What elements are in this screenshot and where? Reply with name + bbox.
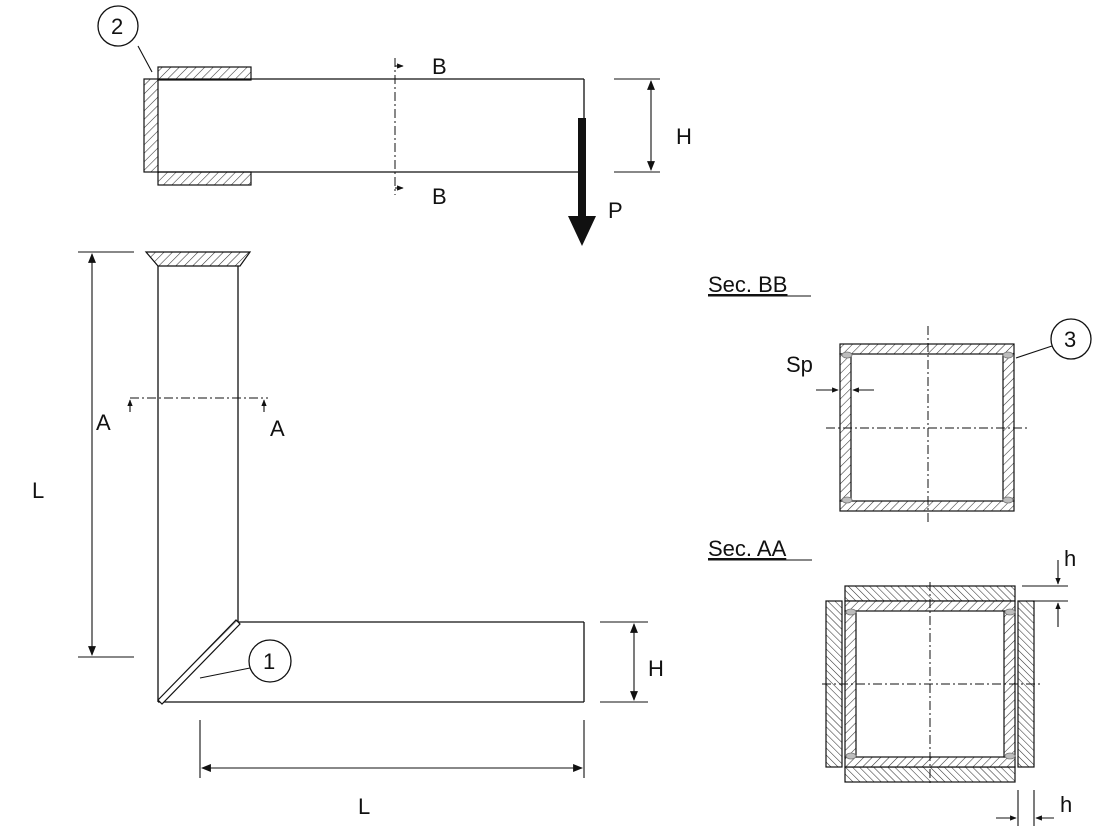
top-view: B B P H 2	[97, 5, 692, 246]
callout-3-circle	[1050, 318, 1092, 360]
callout-1-circle	[248, 639, 292, 683]
sec-aa-title: Sec. AA	[708, 536, 787, 561]
callout-1-leader	[199, 667, 251, 679]
sec-bb-weld-br	[1002, 496, 1014, 504]
callout-3-leader	[1015, 345, 1053, 359]
callout-3-label: 3	[1064, 327, 1076, 352]
column-top-fixing	[144, 251, 252, 267]
callout-2-label: 2	[111, 14, 123, 39]
top-flange-plate	[157, 66, 252, 81]
section-a-label-left: A	[96, 410, 111, 435]
dim-l-vert-label: L	[32, 478, 44, 503]
sec-bb-title: Sec. BB	[708, 272, 787, 297]
sec-bb-weld-tl	[841, 351, 853, 359]
sec-bb-weld-tr	[1002, 351, 1014, 359]
sec-aa-h-top-label: h	[1064, 546, 1076, 571]
load-label: P	[608, 198, 623, 223]
section-aa: Sec. AA h h	[708, 536, 1076, 826]
sec-aa-h-bottom-label: h	[1060, 792, 1072, 817]
sec-bb-sp-label: Sp	[786, 352, 813, 377]
dim-h-top-label: H	[676, 124, 692, 149]
sec-aa-weld-tr	[1004, 608, 1016, 616]
load-arrow-shaft	[578, 118, 586, 220]
callout-2-circle	[97, 5, 139, 47]
load-arrow-head	[568, 216, 596, 246]
section-bb: Sec. BB Sp 3	[708, 272, 1092, 524]
sec-bb-weld-bl	[841, 496, 853, 504]
section-a-label-right: A	[270, 416, 285, 441]
sec-bb-top-plate	[839, 343, 1015, 355]
sec-aa-weld-tl	[845, 608, 857, 616]
miter-weld	[157, 619, 241, 705]
sec-aa-weld-br	[1004, 752, 1016, 760]
wall-plate	[143, 78, 159, 173]
sec-bb-bottom-plate	[839, 500, 1015, 512]
dim-h-bottom-label: H	[648, 656, 664, 681]
l-frame-view: A A L H L 1	[32, 251, 664, 819]
callout-1-label: 1	[263, 649, 275, 674]
sec-aa-weld-bl	[845, 752, 857, 760]
section-b-label-top: B	[432, 54, 447, 79]
callout-2-leader	[137, 45, 153, 73]
dim-l-horiz-label: L	[358, 794, 370, 819]
section-b-label-bottom: B	[432, 184, 447, 209]
bottom-flange-plate	[157, 171, 252, 186]
